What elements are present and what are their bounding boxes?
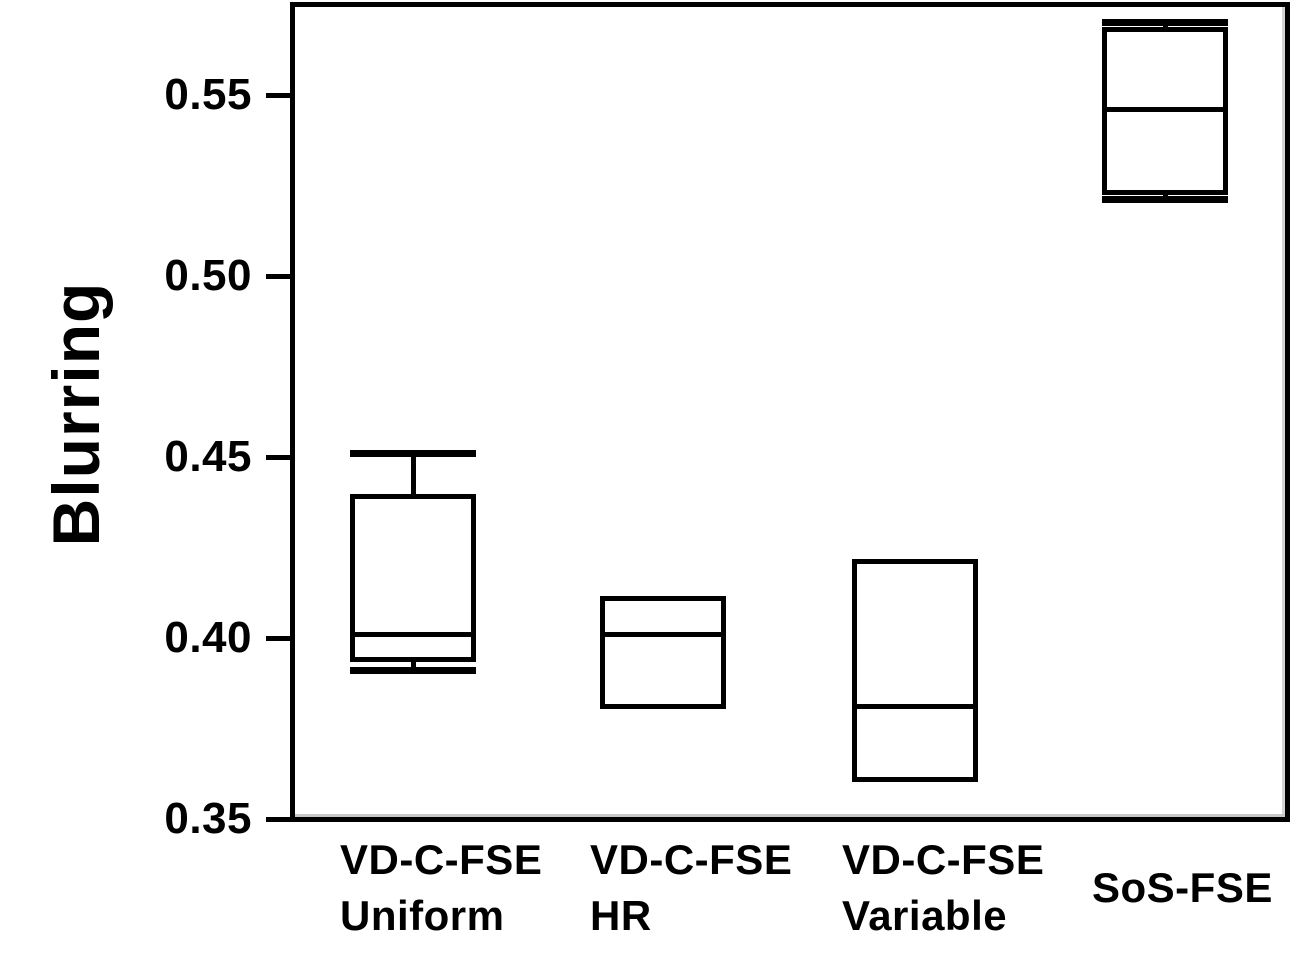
- y-tick-label: 0.55: [164, 70, 252, 119]
- median-line: [350, 631, 476, 637]
- x-tick-label-line: VD-C-FSE: [340, 836, 543, 883]
- x-tick-label: VD-C-FSE Uniform: [340, 832, 542, 944]
- y-tick-label: 0.35: [164, 794, 252, 843]
- x-tick-label: VD-C-FSE Variable: [842, 832, 1044, 944]
- y-tick-label: 0.50: [164, 251, 252, 300]
- y-tick-label: 0.45: [164, 432, 252, 481]
- x-tick-label-line: VD-C-FSE: [842, 836, 1045, 883]
- x-tick-label: SoS-FSE: [1092, 860, 1273, 916]
- upper-whisker-cap: [350, 449, 476, 457]
- y-tick-label: 0.40: [164, 613, 252, 662]
- median-line: [852, 704, 978, 710]
- box-3: [852, 559, 978, 782]
- upper-whisker-cap: [1102, 19, 1228, 27]
- y-tick-mark: [266, 816, 292, 822]
- lower-whisker-cap: [350, 667, 476, 675]
- box-2: [600, 595, 726, 710]
- y-tick-mark: [266, 92, 292, 98]
- upper-whisker-stem: [1162, 22, 1168, 30]
- lower-whisker-stem: [1162, 192, 1168, 200]
- x-tick-label: VD-C-FSE HR: [590, 832, 792, 944]
- y-tick-mark: [266, 635, 292, 641]
- median-line: [1102, 106, 1228, 112]
- x-tick-label-line: SoS-FSE: [1092, 864, 1273, 911]
- median-line: [600, 631, 726, 637]
- lower-whisker-cap: [1102, 196, 1228, 204]
- x-tick-label-line: Variable: [842, 892, 1008, 939]
- x-tick-label-line: HR: [590, 892, 652, 939]
- x-tick-label-line: VD-C-FSE: [590, 836, 793, 883]
- upper-whisker-stem: [410, 453, 416, 497]
- y-tick-mark: [266, 273, 292, 279]
- lower-whisker-stem: [410, 659, 416, 671]
- y-tick-mark: [266, 454, 292, 460]
- box-1: [350, 494, 476, 663]
- y-axis-title: Blurring: [39, 281, 113, 547]
- x-tick-label-line: Uniform: [340, 892, 505, 939]
